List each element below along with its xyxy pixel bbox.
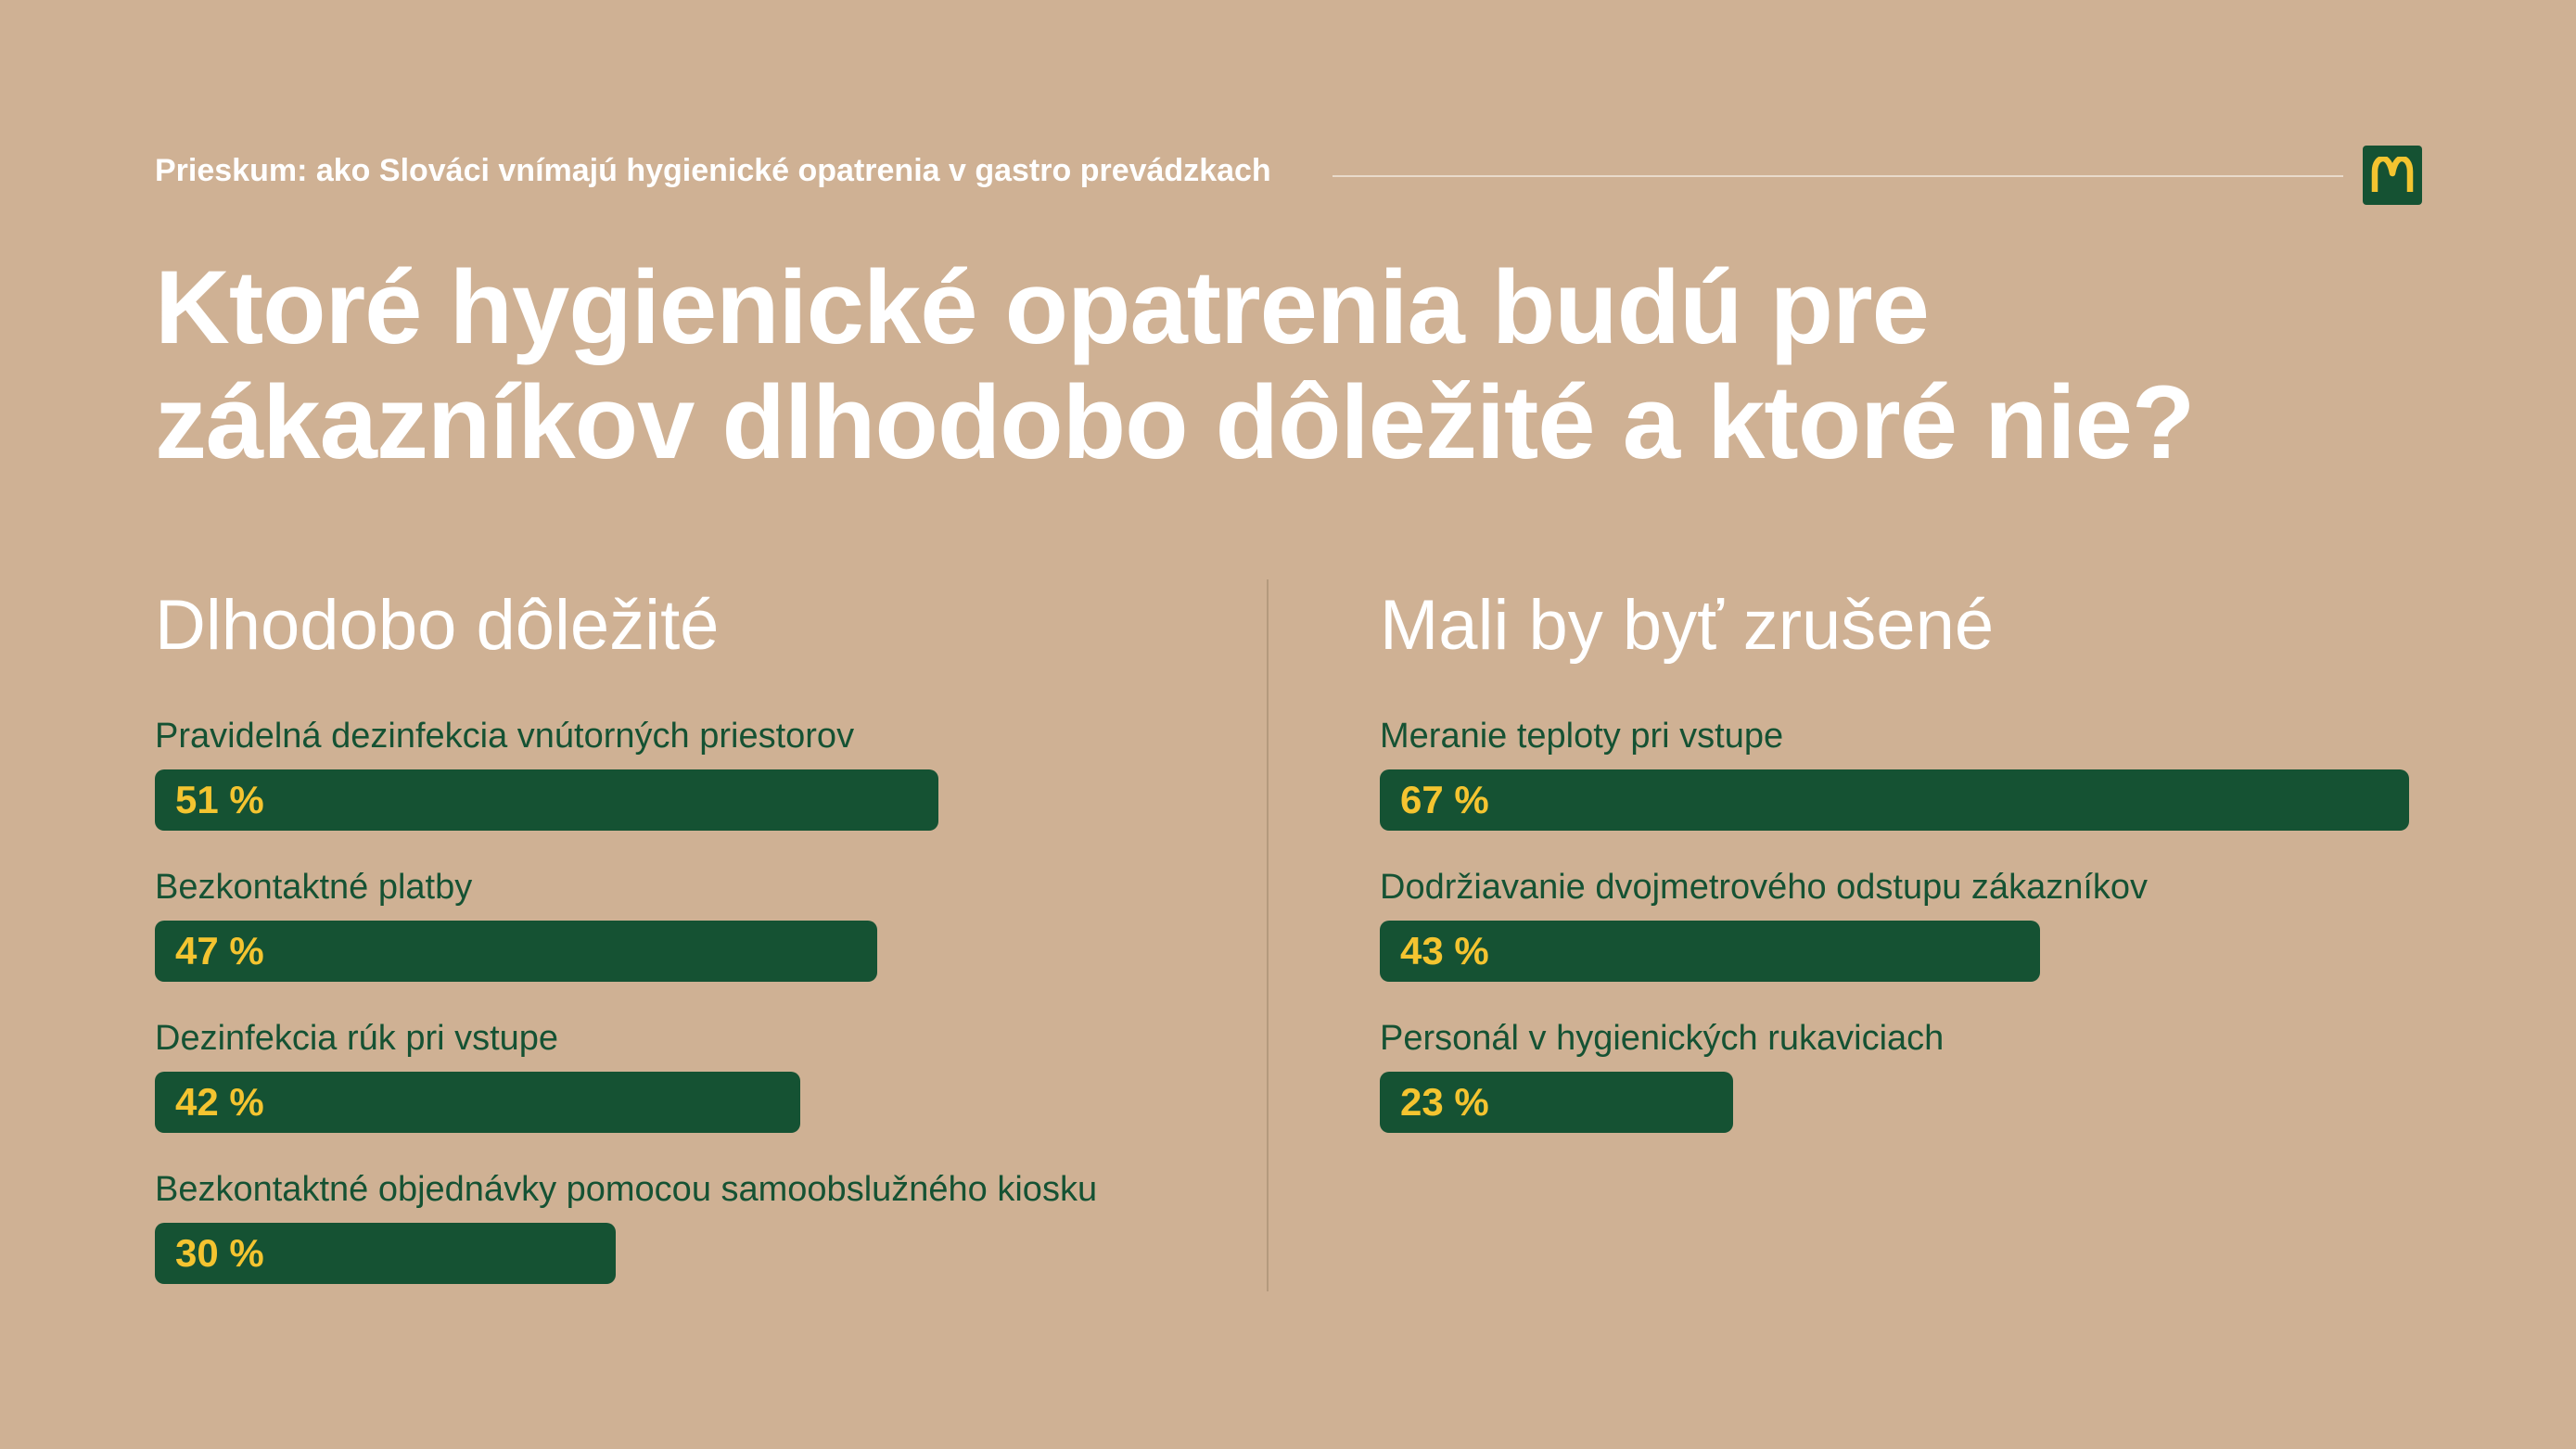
bar-item: Meranie teploty pri vstupe 67 %	[1380, 716, 2446, 867]
bar-item: Bezkontaktné platby 47 %	[155, 867, 1221, 1018]
bar-list: Pravidelná dezinfekcia vnútorných priest…	[155, 716, 1221, 1320]
bar-item: Dezinfekcia rúk pri vstupe 42 %	[155, 1018, 1221, 1169]
golden-arches-icon	[2371, 157, 2414, 192]
bar: 51 %	[155, 769, 938, 831]
bar-value-label: 23 %	[1400, 1080, 1489, 1124]
bar-item: Dodržiavanie dvojmetrového odstupu zákaz…	[1380, 867, 2446, 1018]
bar-value-label: 43 %	[1400, 929, 1489, 972]
bar-value-label: 51 %	[175, 778, 264, 821]
bar: 47 %	[155, 921, 877, 982]
bar-track: 30 %	[155, 1223, 1184, 1284]
page-title: Ktoré hygienické opatrenia budú pre záka…	[155, 249, 2195, 480]
bar: 67 %	[1380, 769, 2409, 831]
bar: 23 %	[1380, 1072, 1733, 1133]
bar-category-label: Dezinfekcia rúk pri vstupe	[155, 1019, 559, 1058]
chart-title: Dlhodobo dôležité	[155, 586, 720, 665]
bar-category-label: Personál v hygienických rukaviciach	[1380, 1019, 1945, 1058]
bar-item: Personál v hygienických rukaviciach 23 %	[1380, 1018, 2446, 1169]
bar-item: Bezkontaktné objednávky pomocou samoobsl…	[155, 1169, 1221, 1320]
bar-track: 67 %	[1380, 769, 2409, 831]
header-rule	[1333, 175, 2343, 177]
bar: 42 %	[155, 1072, 800, 1133]
bar-category-label: Dodržiavanie dvojmetrového odstupu zákaz…	[1380, 868, 2149, 907]
column-divider	[1267, 579, 1269, 1291]
bar-category-label: Bezkontaktné platby	[155, 868, 473, 907]
bar-track: 43 %	[1380, 921, 2409, 982]
bar-category-label: Pravidelná dezinfekcia vnútorných priest…	[155, 717, 855, 756]
bar-track: 23 %	[1380, 1072, 2409, 1133]
bar-list: Meranie teploty pri vstupe 67 % Dodržiavan…	[1380, 716, 2446, 1169]
bar-track: 51 %	[155, 769, 1184, 831]
survey-subtitle: Prieskum: ako Slováci vnímajú hygienické…	[155, 153, 1271, 188]
bar-value-label: 47 %	[175, 929, 264, 972]
mcdonalds-logo-icon	[2363, 146, 2422, 205]
bar-value-label: 30 %	[175, 1231, 264, 1275]
chart-title: Mali by byť zrušené	[1380, 586, 1995, 665]
bar-item: Pravidelná dezinfekcia vnútorných priest…	[155, 716, 1221, 867]
chart-cancel: Mali by byť zrušené Meranie teploty pri …	[1380, 584, 2446, 1169]
bar-track: 42 %	[155, 1072, 1184, 1133]
bar: 30 %	[155, 1223, 616, 1284]
chart-important: Dlhodobo dôležité Pravidelná dezinfekcia…	[155, 584, 1221, 1320]
page-header: Prieskum: ako Slováci vnímajú hygienické…	[155, 146, 2422, 207]
bar-value-label: 42 %	[175, 1080, 264, 1124]
bar-value-label: 67 %	[1400, 778, 1489, 821]
bar: 43 %	[1380, 921, 2040, 982]
bar-track: 47 %	[155, 921, 1184, 982]
bar-category-label: Meranie teploty pri vstupe	[1380, 717, 1784, 756]
bar-category-label: Bezkontaktné objednávky pomocou samoobsl…	[155, 1170, 1098, 1209]
